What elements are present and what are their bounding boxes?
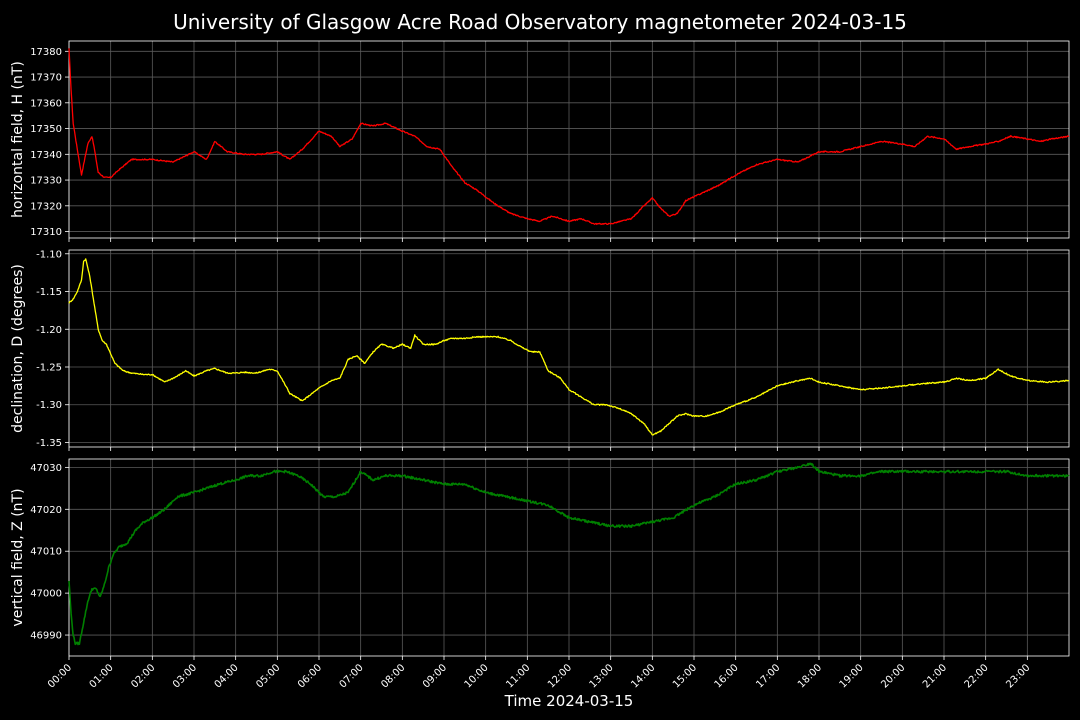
y-axis-label: declination, D (degrees) (10, 264, 26, 433)
x-tick-label: 20:00 (879, 662, 907, 690)
x-tick-label: 02:00 (129, 662, 157, 690)
series-line-0 (68, 48, 1070, 226)
x-tick-label: 16:00 (713, 662, 741, 690)
y-tick-label: 17370 (30, 73, 62, 84)
y-tick-label: 47010 (30, 547, 62, 558)
panel-vertical-field: 46990 47000 47010 47020 47030 vertical field,… (10, 458, 1070, 660)
x-tick-label: 17:00 (754, 662, 782, 690)
y-axis-label: horizontal field, H (nT) (10, 61, 26, 218)
x-tick-label: 19:00 (838, 662, 866, 690)
x-tick-label: 10:00 (463, 662, 491, 690)
y-axis-label: vertical field, Z (nT) (10, 488, 26, 626)
axes-frame (68, 249, 1070, 448)
x-tick-label: 08:00 (379, 662, 407, 690)
y-tick-label: 47020 (30, 505, 62, 516)
y-tick-label: 17330 (30, 176, 62, 187)
y-tick-label: 17320 (30, 201, 62, 212)
x-axis-ticks: 00:00 01:00 02:00 03:00 04:00 05:00 06:00 07:00… (46, 662, 1032, 690)
x-tick-label: 18:00 (796, 662, 824, 690)
x-tick-label: 01:00 (88, 662, 116, 690)
x-tick-label: 21:00 (921, 662, 949, 690)
x-tick-label: 04:00 (213, 662, 241, 690)
y-tick-label: 47030 (30, 463, 62, 474)
y-tick-label: -1.35 (36, 438, 62, 449)
series-line-2 (68, 462, 1070, 646)
x-tick-label: 15:00 (671, 662, 699, 690)
x-tick-label: 12:00 (546, 662, 574, 690)
axes-frame (68, 40, 1070, 239)
y-tick-label: 47000 (30, 589, 62, 600)
x-tick-label: 11:00 (504, 662, 532, 690)
x-tick-label: 14:00 (629, 662, 657, 690)
x-tick-label: 23:00 (1004, 662, 1032, 690)
x-tick-label: 13:00 (588, 662, 616, 690)
y-tick-label: -1.15 (36, 287, 62, 298)
x-tick-label: 09:00 (421, 662, 449, 690)
x-axis-label: Time 2024-03-15 (504, 692, 634, 710)
y-tick-label: 17360 (30, 98, 62, 109)
y-tick-label: 17340 (30, 150, 62, 161)
panel-declination: -1.10 -1.15 -1.20 -1.25 -1.30 -1.35 declinatio… (10, 249, 1070, 451)
y-tick-label: -1.10 (36, 249, 62, 260)
y-tick-label: 17310 (30, 227, 62, 238)
x-tick-label: 22:00 (963, 662, 991, 690)
x-tick-label: 05:00 (254, 662, 282, 690)
x-tick-label: 07:00 (338, 662, 366, 690)
y-tick-label: -1.25 (36, 362, 62, 373)
series-line-1 (68, 258, 1069, 436)
y-tick-label: -1.30 (36, 400, 62, 411)
x-tick-label: 03:00 (171, 662, 199, 690)
x-tick-label: 00:00 (46, 662, 74, 690)
chart-title: University of Glasgow Acre Road Observat… (173, 10, 907, 34)
y-tick-label: 17350 (30, 124, 62, 135)
axes-frame (68, 458, 1070, 657)
y-tick-label: -1.20 (36, 325, 62, 336)
panel-horizontal-field: 17310 17320 17330 17340 17350 17360 17370 17380… (10, 40, 1070, 242)
x-tick-label: 06:00 (296, 662, 324, 690)
y-tick-label: 46990 (30, 631, 62, 642)
y-tick-label: 17380 (30, 47, 62, 58)
